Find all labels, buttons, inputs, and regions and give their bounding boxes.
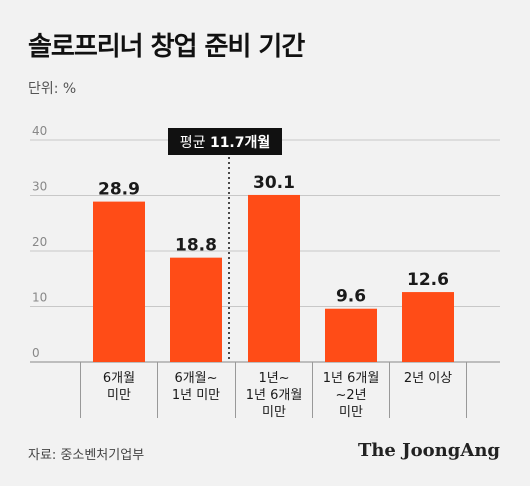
bar <box>402 292 454 362</box>
x-tick-label: 6개월 미만 <box>103 371 135 403</box>
unit-label: 단위: % <box>28 81 77 97</box>
value-label: 30.1 <box>253 173 295 193</box>
y-tick-labels: 0 10 20 30 40 <box>32 124 47 360</box>
x-tick-labels: 6개월 미만 6개월~ 1년 미만 1년~ 1년 6개월 미만 1년 6개월 ~2년 미만 2년 이… <box>80 362 467 420</box>
average-annotation: 평균 11.7개월 <box>168 128 282 362</box>
y-tick-label: 40 <box>32 124 47 138</box>
bar <box>325 308 377 362</box>
value-label: 28.9 <box>98 180 140 200</box>
bar <box>248 194 300 362</box>
y-tick-label: 10 <box>32 291 47 305</box>
bar <box>170 257 222 362</box>
page-title: 솔로프리너 창업 준비 기간 <box>28 32 305 62</box>
y-tick-label: 0 <box>32 346 40 360</box>
bar <box>93 201 145 362</box>
value-label: 9.6 <box>336 287 366 307</box>
x-tick-label: 6개월~ 1년 미만 <box>172 371 220 403</box>
average-label-box <box>168 128 282 155</box>
y-tick-label: 30 <box>32 180 47 194</box>
x-tick-label: 2년 이상 <box>404 371 452 386</box>
source-note: 자료: 중소벤처기업부 <box>28 448 145 463</box>
average-label-prefix: 평균 <box>180 135 210 151</box>
average-label-value: 11.7개월 <box>210 134 270 151</box>
y-tick-label: 20 <box>32 235 47 249</box>
bars <box>93 194 454 362</box>
x-tick-label: 1년 6개월 ~2년 미만 <box>323 371 380 420</box>
average-label: 평균 11.7개월 <box>180 134 271 151</box>
value-label: 12.6 <box>407 270 449 290</box>
value-label: 18.8 <box>175 236 217 256</box>
value-labels: 28.9 18.8 30.1 9.6 12.6 <box>98 173 449 307</box>
brand-logo: The JoongAng <box>357 440 500 461</box>
x-tick-label: 1년~ 1년 6개월 미만 <box>246 371 303 420</box>
